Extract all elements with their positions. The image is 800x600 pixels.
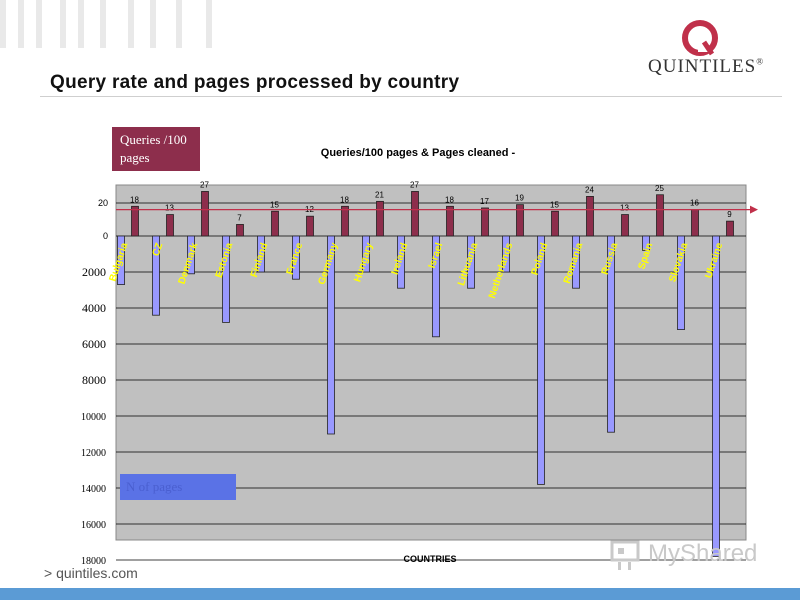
queries-bar bbox=[481, 207, 489, 237]
queries-bar bbox=[236, 224, 244, 237]
queries-bar bbox=[656, 194, 664, 237]
queries-bar bbox=[446, 205, 454, 237]
queries-bar bbox=[726, 220, 734, 237]
queries-bar bbox=[551, 210, 559, 237]
pages-bar bbox=[397, 235, 405, 289]
queries-data-label: 27 bbox=[200, 180, 209, 189]
pages-bar bbox=[712, 235, 720, 557]
pages-bar bbox=[467, 235, 475, 289]
queries-bar bbox=[341, 205, 349, 237]
pages-tick-label: 8000 bbox=[82, 373, 106, 387]
queries-data-label: 9 bbox=[727, 210, 732, 219]
queries-bar bbox=[411, 191, 419, 237]
reference-arrow bbox=[750, 205, 758, 214]
chart-title: Queries/100 pages & Pages cleaned - bbox=[321, 147, 516, 159]
queries-tick-label: 0 bbox=[103, 231, 108, 241]
queries-data-label: 16 bbox=[690, 199, 699, 208]
logo-text: QUINTILES bbox=[648, 56, 757, 77]
watermark: MyShared bbox=[608, 538, 768, 572]
pages-tick-label: 16000 bbox=[81, 520, 106, 531]
queries-data-label: 13 bbox=[620, 204, 629, 213]
queries-bar bbox=[201, 191, 209, 237]
queries-data-label: 18 bbox=[340, 195, 349, 204]
queries-data-label: 19 bbox=[515, 194, 524, 203]
queries-data-label: 21 bbox=[375, 190, 384, 199]
pages-legend-box: N of pages bbox=[120, 474, 236, 500]
pages-tick-label: 14000 bbox=[81, 484, 106, 495]
queries-bar bbox=[376, 200, 384, 237]
category-label: CZ bbox=[151, 242, 166, 258]
queries-bar bbox=[271, 210, 279, 237]
queries-data-label: 15 bbox=[550, 200, 559, 209]
queries-data-label: 17 bbox=[480, 197, 489, 206]
pages-tick-label: 2000 bbox=[82, 265, 106, 279]
queries-data-label: 18 bbox=[130, 195, 139, 204]
header-decoration bbox=[0, 0, 212, 48]
queries-bar bbox=[586, 195, 594, 237]
pages-bar bbox=[642, 235, 650, 251]
pages-bar bbox=[607, 235, 615, 433]
pages-bar bbox=[432, 235, 440, 338]
pages-bar bbox=[677, 235, 685, 330]
queries-data-label: 25 bbox=[655, 184, 664, 193]
queries-data-label: 7 bbox=[237, 213, 242, 222]
pages-bar bbox=[187, 235, 195, 275]
queries-legend-box: Queries /100 pages bbox=[112, 127, 200, 171]
registered-mark: ® bbox=[756, 56, 765, 67]
pages-tick-label: 12000 bbox=[81, 448, 106, 459]
footer-bar bbox=[0, 588, 800, 600]
pages-bar bbox=[502, 235, 510, 273]
title-divider bbox=[40, 96, 782, 97]
page-title: Query rate and pages processed by countr… bbox=[50, 72, 460, 93]
quintiles-logo: QUINTILES® bbox=[648, 18, 763, 82]
pages-tick-label: 6000 bbox=[82, 337, 106, 351]
queries-data-label: 15 bbox=[270, 200, 279, 209]
pages-tick-label: 4000 bbox=[82, 301, 106, 315]
pages-tick-label: 10000 bbox=[81, 412, 106, 423]
queries-bar bbox=[131, 205, 139, 237]
queries-bar bbox=[621, 214, 629, 237]
myshared-icon bbox=[610, 540, 640, 570]
queries-bar bbox=[691, 209, 699, 237]
queries-data-label: 18 bbox=[445, 195, 454, 204]
watermark-text: MyShared bbox=[648, 540, 758, 567]
queries-data-label: 13 bbox=[165, 204, 174, 213]
pages-bar bbox=[117, 235, 125, 285]
queries-bar bbox=[516, 204, 524, 237]
pages-bar bbox=[292, 235, 300, 280]
pages-bar bbox=[257, 235, 265, 273]
quintiles-ring-logo-icon bbox=[682, 20, 718, 56]
pages-bar bbox=[572, 235, 580, 289]
queries-data-label: 24 bbox=[585, 185, 594, 194]
x-axis-label: COUNTRIES bbox=[403, 554, 456, 564]
pages-bar bbox=[362, 235, 370, 273]
queries-bar bbox=[166, 214, 174, 237]
pages-bar bbox=[327, 235, 335, 435]
queries-data-label: 27 bbox=[410, 180, 419, 189]
pages-bar bbox=[152, 235, 160, 316]
footer-url: > quintiles.com bbox=[44, 565, 138, 581]
pages-bar bbox=[222, 235, 230, 323]
pages-tick-label: 18000 bbox=[81, 556, 106, 567]
pages-bar bbox=[537, 235, 545, 485]
queries-bar bbox=[306, 215, 314, 237]
queries-tick-label: 20 bbox=[98, 198, 108, 208]
